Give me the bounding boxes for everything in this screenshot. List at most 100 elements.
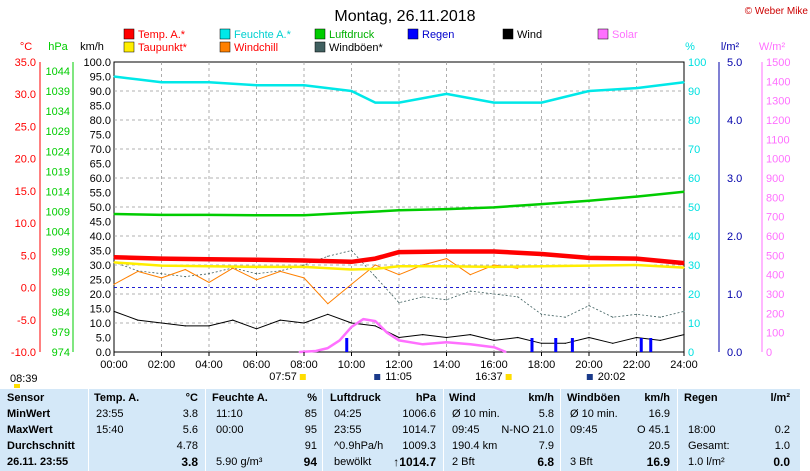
solar-tick-label: 600	[766, 231, 784, 243]
stats-header: l/m²	[770, 392, 790, 404]
stats-wind-value: N-NO 21.0	[501, 424, 554, 436]
stats-header: hPa	[415, 392, 436, 404]
moonset-icon	[586, 374, 593, 380]
stats-wind-value: 7.9	[538, 440, 554, 452]
right-axes: % l/m² W/m²10090807060504030201005.04.03.0…	[685, 41, 790, 359]
hpa-tick-label: 1014	[46, 186, 70, 198]
stats-rain-note: Gesamt:	[688, 440, 730, 452]
temp-tick-label: 35.0	[15, 57, 36, 69]
pct-tick-label: 0	[688, 347, 694, 359]
solar-tick-label: 200	[766, 308, 784, 320]
pct-unit-label: %	[685, 41, 695, 53]
series-temp-a-point	[588, 257, 590, 259]
kmh-tick-label: 10.0	[90, 318, 111, 330]
column-divider	[322, 389, 323, 471]
series-feuchte-a-point	[303, 84, 305, 86]
sun-left-icon	[14, 384, 20, 388]
series-luftdruck-point	[208, 214, 210, 216]
series-windb-en-point	[493, 293, 495, 295]
pct-tick-label: 40	[688, 231, 700, 243]
stats-header: Wind	[449, 392, 476, 404]
stats-hum-note: 00:00	[216, 424, 244, 436]
series-wind-point	[113, 310, 115, 312]
kmh-tick-label: 60.0	[90, 173, 111, 185]
kmh-tick-label: 20.0	[90, 289, 111, 301]
solar-tick-label: 700	[766, 212, 784, 224]
series-luftdruck-point	[160, 214, 163, 216]
hpa-tick-label: 1039	[46, 86, 70, 98]
series-windchill-point	[469, 274, 471, 276]
rain-tick-label: 0.0	[727, 347, 742, 359]
kmh-tick-label: 35.0	[90, 246, 111, 258]
series-wind-point	[540, 342, 543, 344]
series-solar-point	[445, 341, 448, 343]
series-windb-en-point	[350, 249, 353, 252]
stats-hum-value: 91	[304, 440, 317, 452]
credit-text: © Weber Mike	[745, 6, 809, 17]
series-windb-en-point	[374, 276, 376, 278]
series-taupunkt-point	[683, 266, 685, 269]
series-windb-en-point	[422, 296, 424, 298]
hpa-tick-label: 1009	[46, 207, 70, 219]
series-windb-en-point	[469, 290, 471, 292]
series-feuchte-a-point	[635, 87, 638, 89]
x-tick-label: 00:00	[100, 359, 128, 371]
temp-tick-label: -5.0	[17, 315, 36, 327]
series-temp-a-point	[350, 261, 353, 263]
series-taupunkt-point	[113, 261, 115, 264]
stats-rain-note: 1.0 l/m²	[688, 456, 725, 468]
series-solar-point	[362, 318, 364, 320]
x-tick-label: 20:00	[575, 359, 603, 371]
hpa-unit-label: hPa	[48, 41, 68, 53]
series-taupunkt-point	[445, 265, 448, 267]
series-wind-point	[612, 342, 614, 344]
series-solar-point	[339, 339, 341, 341]
series-solar-point	[315, 350, 317, 352]
solar-tick-label: 1400	[766, 76, 790, 88]
series-temp-a-point	[683, 262, 685, 264]
solar-tick-label: 800	[766, 192, 784, 204]
series-windb-en-point	[659, 316, 661, 318]
series-windb-en-point	[540, 313, 543, 315]
series-taupunkt-point	[303, 266, 305, 268]
column-divider	[205, 389, 206, 471]
rain-tick-label: 3.0	[727, 173, 742, 185]
chart-legend: Temp. A.* Feuchte A.* Luftdruck Regen Wind So…	[123, 28, 638, 54]
temp-tick-label: 0.0	[21, 283, 36, 295]
legend-label: Temp. A.*	[138, 29, 186, 41]
solar-tick-label: 1100	[766, 134, 790, 146]
series-feuchte-a-point	[445, 93, 448, 95]
series-feuchte-a-point	[350, 90, 353, 92]
series-windchill-point	[350, 283, 353, 285]
series-windchill-point	[137, 270, 139, 273]
series-solar-point	[327, 347, 329, 349]
temp-tick-label: 20.0	[15, 154, 36, 166]
stats-gust-value: O 45.1	[636, 424, 670, 436]
pct-tick-label: 90	[688, 86, 700, 98]
series-solar-point	[298, 351, 300, 353]
rain-tick-label: 5.0	[727, 57, 742, 69]
series-taupunkt-point	[374, 268, 376, 270]
legend-label: Solar	[612, 29, 638, 41]
temp-tick-label: 30.0	[15, 89, 36, 101]
stats-pres-value: ↑1014.7	[393, 455, 436, 469]
stats-hum-value: 95	[304, 424, 317, 436]
series-windchill-point	[279, 270, 281, 273]
series-feuchte-a-point	[398, 102, 400, 104]
temp-tick-label: 10.0	[15, 218, 36, 230]
legend-label: Luftdruck	[329, 29, 375, 41]
x-tick-label: 06:00	[243, 359, 271, 371]
series-taupunkt-point	[635, 264, 638, 266]
series-taupunkt-point	[540, 265, 543, 267]
series-luftdruck-point	[683, 191, 685, 193]
series-luftdruck-point	[113, 213, 115, 215]
series-solar-point	[386, 332, 388, 334]
stats-rain-note: 18:00	[688, 424, 716, 436]
solar-tick-label: 300	[766, 289, 784, 301]
rain-tick-label: 2.0	[727, 231, 742, 243]
series-luftdruck-point	[350, 212, 353, 214]
pct-tick-label: 80	[688, 115, 700, 127]
series-windchill-point	[113, 283, 115, 285]
stats-row-label: MinWert	[7, 408, 51, 420]
stats-header: °C	[185, 392, 198, 404]
